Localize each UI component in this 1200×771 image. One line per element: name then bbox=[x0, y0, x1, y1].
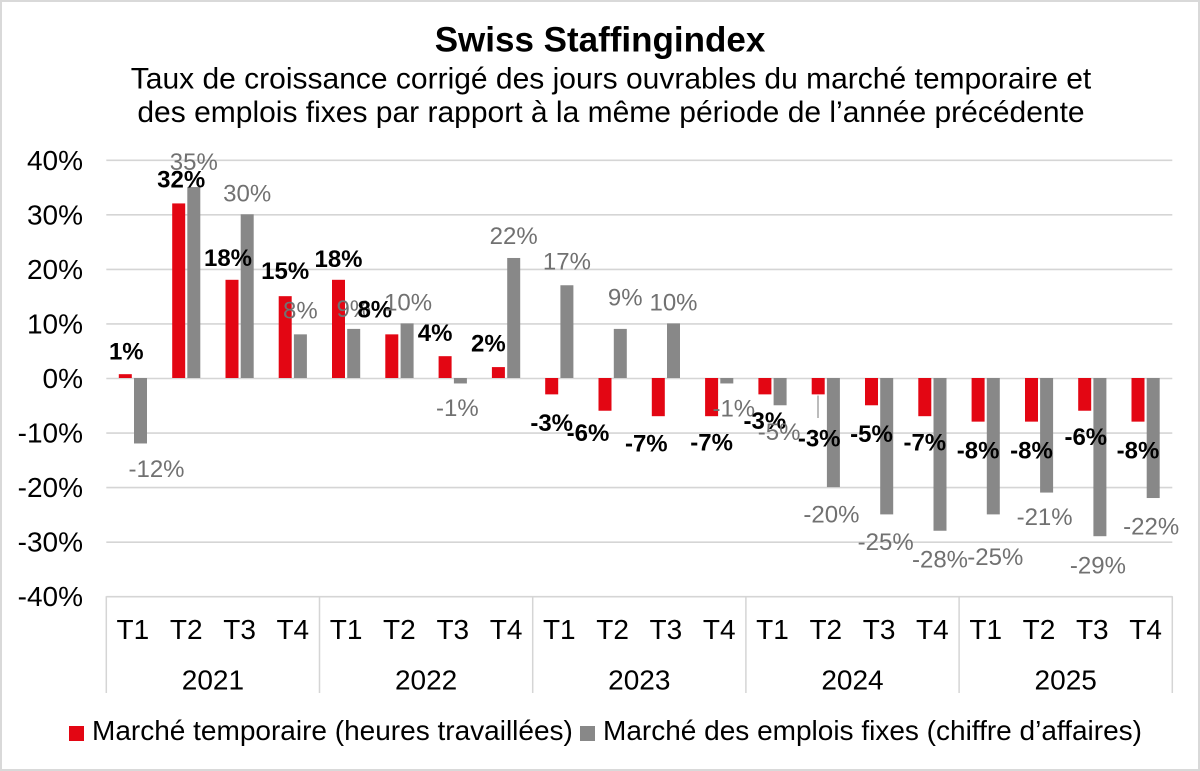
svg-text:18%: 18% bbox=[314, 246, 362, 273]
svg-text:30%: 30% bbox=[27, 199, 83, 230]
svg-text:17%: 17% bbox=[543, 248, 591, 275]
svg-text:Taux de croissance corrigé des: Taux de croissance corrigé des jours ouv… bbox=[131, 63, 1092, 96]
svg-text:32%: 32% bbox=[157, 166, 205, 193]
svg-text:40%: 40% bbox=[27, 145, 83, 176]
svg-text:T2: T2 bbox=[1023, 614, 1056, 645]
svg-text:-5%: -5% bbox=[758, 419, 801, 446]
svg-text:20%: 20% bbox=[27, 254, 83, 285]
svg-text:-25%: -25% bbox=[967, 544, 1023, 571]
svg-text:T1: T1 bbox=[543, 614, 576, 645]
svg-text:-6%: -6% bbox=[1064, 424, 1107, 451]
svg-text:-12%: -12% bbox=[128, 456, 184, 483]
svg-text:2023: 2023 bbox=[608, 665, 670, 696]
svg-text:8%: 8% bbox=[283, 297, 318, 324]
svg-text:-20%: -20% bbox=[803, 502, 859, 529]
svg-text:-7%: -7% bbox=[690, 430, 733, 457]
svg-text:T4: T4 bbox=[276, 614, 309, 645]
svg-text:T3: T3 bbox=[223, 614, 256, 645]
svg-text:2024: 2024 bbox=[821, 665, 883, 696]
svg-text:des emplois fixes par rapport: des emplois fixes par rapport à la même … bbox=[137, 96, 1084, 129]
svg-text:1%: 1% bbox=[109, 339, 144, 366]
svg-text:-25%: -25% bbox=[858, 529, 914, 556]
svg-text:-7%: -7% bbox=[903, 430, 946, 457]
svg-text:15%: 15% bbox=[261, 258, 309, 285]
svg-text:-28%: -28% bbox=[912, 546, 968, 573]
svg-text:-20%: -20% bbox=[18, 472, 83, 503]
svg-text:10%: 10% bbox=[27, 308, 83, 339]
svg-text:4%: 4% bbox=[418, 320, 453, 347]
svg-text:9%: 9% bbox=[608, 284, 643, 311]
svg-text:T1: T1 bbox=[117, 614, 150, 645]
svg-text:T4: T4 bbox=[1129, 614, 1162, 645]
svg-text:-30%: -30% bbox=[18, 527, 83, 558]
svg-text:T3: T3 bbox=[863, 614, 896, 645]
svg-text:8%: 8% bbox=[357, 296, 392, 323]
svg-text:T3: T3 bbox=[1076, 614, 1109, 645]
svg-text:-8%: -8% bbox=[957, 438, 1000, 465]
svg-text:T1: T1 bbox=[969, 614, 1002, 645]
svg-text:-3%: -3% bbox=[530, 410, 573, 437]
svg-text:-3%: -3% bbox=[798, 425, 841, 452]
svg-text:T4: T4 bbox=[703, 614, 736, 645]
svg-text:Marché des emplois fixes (chif: Marché des emplois fixes (chiffre d’affa… bbox=[603, 715, 1142, 746]
svg-text:T2: T2 bbox=[170, 614, 203, 645]
svg-text:-8%: -8% bbox=[1117, 438, 1160, 465]
svg-text:-22%: -22% bbox=[1123, 514, 1179, 541]
svg-text:2022: 2022 bbox=[395, 665, 457, 696]
svg-text:0%: 0% bbox=[43, 363, 83, 394]
svg-text:T3: T3 bbox=[436, 614, 469, 645]
svg-text:2021: 2021 bbox=[182, 665, 244, 696]
svg-text:-3%: -3% bbox=[744, 408, 787, 435]
svg-text:-1%: -1% bbox=[712, 396, 755, 423]
svg-text:T3: T3 bbox=[650, 614, 683, 645]
svg-text:22%: 22% bbox=[490, 223, 538, 250]
svg-text:T2: T2 bbox=[809, 614, 842, 645]
svg-text:30%: 30% bbox=[223, 180, 271, 207]
svg-text:-21%: -21% bbox=[1017, 504, 1073, 531]
svg-text:35%: 35% bbox=[170, 149, 218, 176]
svg-text:-40%: -40% bbox=[18, 581, 83, 612]
svg-text:T4: T4 bbox=[490, 614, 523, 645]
svg-text:T1: T1 bbox=[756, 614, 789, 645]
svg-text:10%: 10% bbox=[649, 289, 697, 316]
svg-text:T2: T2 bbox=[383, 614, 416, 645]
svg-text:2%: 2% bbox=[471, 331, 506, 358]
svg-text:T1: T1 bbox=[330, 614, 363, 645]
svg-text:18%: 18% bbox=[204, 245, 252, 272]
svg-text:Swiss Staffingindex: Swiss Staffingindex bbox=[435, 21, 766, 60]
svg-text:-1%: -1% bbox=[436, 395, 479, 422]
svg-text:-5%: -5% bbox=[850, 421, 893, 448]
svg-text:Marché temporaire (heures trav: Marché temporaire (heures travaillées) bbox=[92, 715, 573, 746]
svg-text:9%: 9% bbox=[336, 296, 371, 323]
svg-text:-29%: -29% bbox=[1070, 553, 1126, 580]
svg-text:T4: T4 bbox=[916, 614, 949, 645]
svg-text:2025: 2025 bbox=[1035, 665, 1097, 696]
svg-text:-10%: -10% bbox=[18, 418, 83, 449]
svg-text:-8%: -8% bbox=[1010, 438, 1053, 465]
svg-text:10%: 10% bbox=[384, 289, 432, 316]
svg-text:-7%: -7% bbox=[625, 431, 668, 458]
svg-text:-6%: -6% bbox=[567, 420, 610, 447]
svg-text:T2: T2 bbox=[596, 614, 629, 645]
